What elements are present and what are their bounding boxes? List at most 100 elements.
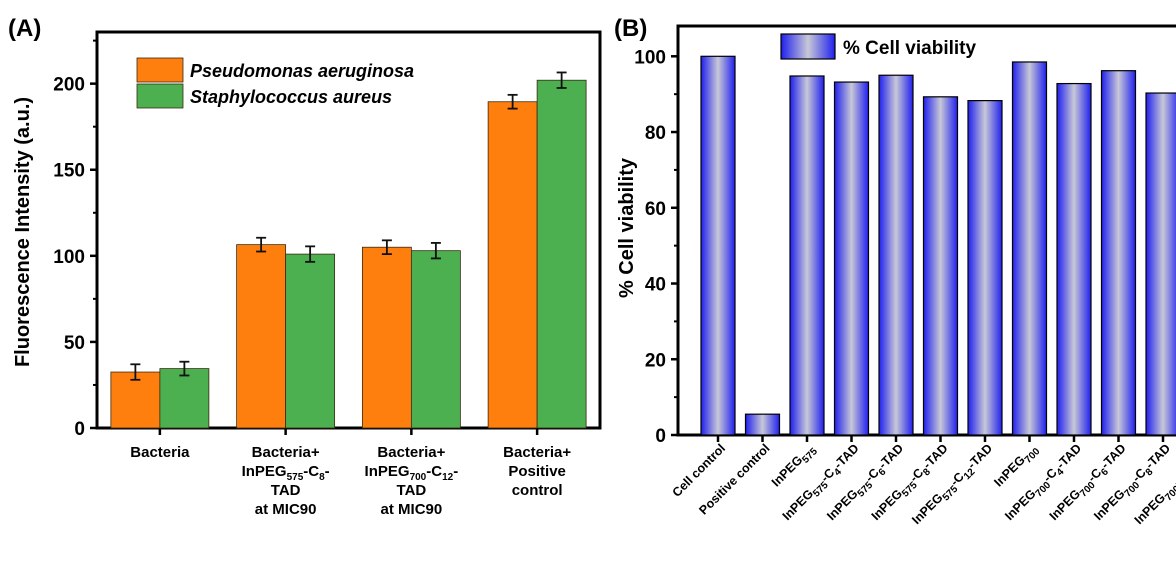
- y-tick-label-b: 20: [645, 350, 666, 371]
- y-tick-label-b: 60: [645, 199, 666, 220]
- label-part: -: [453, 463, 458, 480]
- label-part: 12: [442, 472, 454, 483]
- plot-frame-a: [95, 30, 602, 430]
- legend-a: Pseudomonas aeruginosa Staphylococcus aur…: [136, 57, 414, 109]
- bar-b: [789, 75, 825, 436]
- bar-b: [1145, 92, 1176, 436]
- bar-a: [361, 246, 412, 429]
- bar-b: [1056, 82, 1092, 436]
- legend-label-a: Staphylococcus aureus: [190, 87, 392, 107]
- bar-b: [700, 55, 736, 436]
- panel-label-a: (A): [8, 15, 41, 42]
- category-label-b: InPEG700-C6-TAD: [1047, 441, 1132, 526]
- label-part: -C: [1170, 470, 1176, 489]
- bar-b: [833, 81, 870, 436]
- label-part: -: [325, 463, 330, 480]
- legend-label-b: % Cell viability: [843, 38, 976, 59]
- label-part: -C: [303, 463, 319, 480]
- category-label-line-a: Bacteria+: [503, 444, 571, 461]
- y-tick-label-b: 80: [645, 123, 666, 144]
- category-label-a: Bacteria+ Positive control: [503, 444, 571, 499]
- label-part: InPEG: [242, 463, 287, 480]
- label-part: Bacteria+: [377, 444, 445, 461]
- bar-b: [1100, 70, 1137, 436]
- y-tick-label-a: 0: [74, 419, 85, 440]
- label-part: -C: [426, 463, 442, 480]
- y-tick-label-a: 200: [53, 75, 85, 96]
- y-tick-label-b: 100: [634, 47, 666, 68]
- category-label-line-a: Bacteria+: [252, 444, 320, 461]
- label-part: -TAD: [876, 441, 906, 471]
- bar-a: [410, 250, 461, 429]
- axes-a: 0 50 100 150 200: [53, 30, 602, 440]
- category-label-line-a: InPEG575-C8-: [242, 463, 330, 483]
- category-label-line-a: control: [512, 482, 563, 499]
- category-label-b: InPEG575-C8-TAD: [869, 441, 954, 526]
- category-label-b: InPEG575-C4-TAD: [780, 441, 865, 526]
- bar-a: [536, 79, 587, 429]
- bar-a: [159, 368, 210, 429]
- bars-b: [700, 55, 1176, 436]
- bar-b: [1011, 61, 1048, 436]
- bar-b: [744, 413, 781, 436]
- bar-b: [967, 100, 1003, 436]
- label-part: -TAD: [831, 441, 861, 471]
- category-label-line-a: Positive: [508, 463, 566, 480]
- category-label-a: Bacteria: [130, 444, 190, 461]
- category-label-b: InPEG700-C4-TAD: [1002, 441, 1087, 526]
- bar-b: [922, 96, 959, 436]
- bar-a: [487, 101, 538, 429]
- legend-swatch-b: [780, 33, 836, 60]
- label-part: at MIC90: [381, 501, 443, 518]
- panel-label-b: (B): [614, 15, 647, 42]
- label-part: -TAD: [920, 441, 950, 471]
- label-part: TAD: [397, 482, 427, 499]
- chart-b: (B) % Cell viability 0 20 40 60 80 100 % Cell…: [614, 15, 1176, 530]
- category-label-b: InPEG575: [769, 441, 820, 492]
- label-part: -TAD: [1098, 441, 1128, 471]
- label-part: InPEG: [365, 463, 410, 480]
- legend-swatch-a: [136, 57, 184, 83]
- category-label-b: InPEG700-C8-TAD: [1091, 441, 1176, 526]
- bar-b: [878, 74, 914, 436]
- category-label-b: InPEG700: [991, 441, 1042, 492]
- category-label-line-a: InPEG700-C12-: [365, 463, 459, 483]
- label-part: -TAD: [1143, 441, 1173, 471]
- label-part: 8: [319, 472, 325, 483]
- label-part: Positive: [508, 463, 566, 480]
- y-tick-label-b: 0: [655, 426, 666, 447]
- legend-swatch-a: [136, 83, 184, 109]
- label-part: 575: [287, 472, 304, 483]
- label-part: 700: [410, 472, 427, 483]
- chart-a: (A) Fluorescence Intensity (a.u.) 0 50 100…: [8, 15, 602, 518]
- bar-a: [236, 244, 287, 429]
- category-label-line-a: Bacteria: [130, 444, 190, 461]
- y-axis-label-a: Fluorescence Intensity (a.u.): [12, 97, 34, 367]
- category-label-line-a: at MIC90: [381, 501, 443, 518]
- label-part: Bacteria+: [503, 444, 571, 461]
- category-label-b: InPEG575-C12-TAD: [909, 441, 998, 530]
- category-label-line-a: Bacteria+: [377, 444, 445, 461]
- bars-a: [110, 71, 587, 429]
- category-label-line-a: TAD: [271, 482, 301, 499]
- legend-label-a: Pseudomonas aeruginosa: [190, 61, 414, 81]
- y-tick-label-a: 50: [64, 333, 85, 354]
- label-part: Bacteria: [130, 444, 190, 461]
- bar-a: [285, 253, 336, 429]
- label-part: -TAD: [1054, 441, 1084, 471]
- label-part: TAD: [271, 482, 301, 499]
- y-axis-label-b: % Cell viability: [616, 157, 638, 298]
- legend-b: % Cell viability: [780, 33, 976, 60]
- label-part: Bacteria+: [252, 444, 320, 461]
- y-tick-label-a: 150: [53, 161, 85, 182]
- y-tick-label-b: 40: [645, 275, 666, 296]
- category-label-line-a: TAD: [397, 482, 427, 499]
- label-part: control: [512, 482, 563, 499]
- y-tick-label-a: 100: [53, 247, 85, 268]
- category-label-b: InPEG575-C6-TAD: [824, 441, 909, 526]
